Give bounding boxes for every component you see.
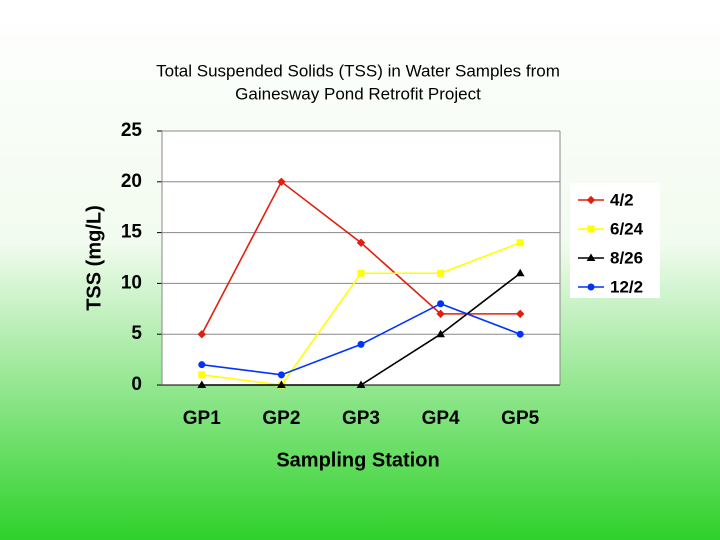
marker	[515, 309, 525, 319]
legend-marker	[586, 195, 596, 205]
legend-label: 8/26	[610, 248, 643, 267]
x-tick-label: GP3	[342, 408, 380, 429]
y-tick-label: 10	[121, 272, 142, 293]
marker	[197, 329, 207, 339]
marker	[277, 177, 286, 187]
x-tick-label: GP1	[183, 408, 221, 429]
marker	[357, 269, 365, 277]
y-axis-label: TSS (mg/L)	[83, 205, 105, 311]
marker	[515, 268, 525, 277]
marker	[198, 371, 206, 379]
marker	[516, 330, 524, 338]
y-tick-label: 5	[131, 323, 142, 344]
chart-title: Total Suspended Solids (TSS) in Water Sa…	[156, 61, 560, 80]
chart-title: Gainesway Pond Retrofit Project	[235, 84, 481, 103]
legend-marker	[587, 225, 595, 233]
marker	[437, 300, 445, 308]
marker	[356, 238, 366, 247]
legend-label: 6/24	[610, 219, 644, 238]
legend-marker	[587, 283, 595, 291]
x-tick-label: GP4	[422, 408, 460, 429]
marker	[436, 329, 445, 338]
y-tick-label: 15	[121, 222, 143, 243]
marker	[437, 269, 445, 277]
x-tick-label: GP5	[501, 408, 539, 429]
marker	[356, 380, 366, 388]
y-tick-label: 25	[121, 120, 143, 141]
marker	[277, 371, 285, 379]
marker	[436, 309, 445, 319]
marker	[197, 380, 207, 388]
x-axis-label: Sampling Station	[276, 449, 439, 471]
legend-marker	[586, 253, 596, 261]
y-tick-label: 20	[121, 171, 142, 192]
legend-label: 4/2	[610, 190, 634, 209]
marker	[277, 380, 286, 388]
legend-label: 12/2	[610, 277, 643, 296]
marker	[516, 239, 524, 247]
marker	[357, 340, 365, 348]
marker	[198, 361, 206, 369]
x-tick-label: GP2	[262, 408, 300, 429]
y-tick-label: 0	[131, 374, 142, 395]
legend	[570, 183, 660, 298]
